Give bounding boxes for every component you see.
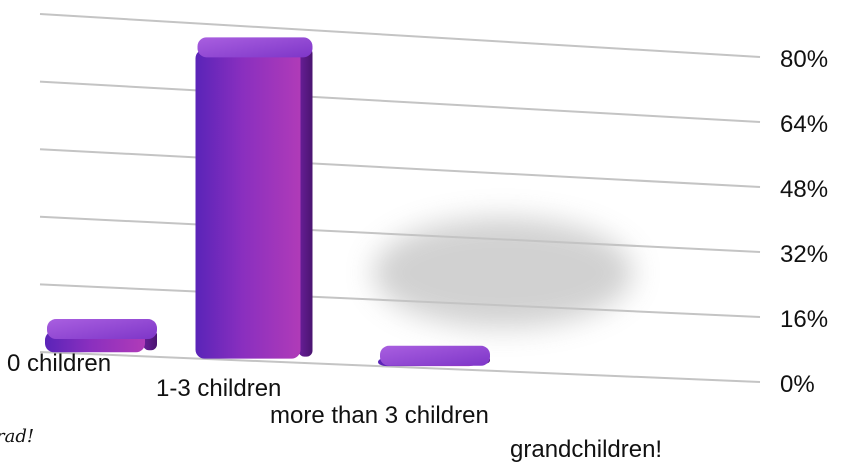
category-label: more than 3 children: [270, 402, 489, 429]
bar-top: [380, 345, 490, 366]
bar-top: [197, 37, 313, 58]
y-tick-labels: 0% 16% 32% 48% 64% 80%: [780, 46, 828, 398]
bar-top: [47, 319, 157, 340]
bars: [45, 37, 490, 367]
gridline: [39, 351, 761, 383]
y-tick-label: 0%: [780, 371, 815, 398]
bar-shadow: [373, 217, 633, 328]
gridline: [39, 80, 761, 123]
y-tick-label: 32%: [780, 241, 828, 268]
category-label: grandchildren!: [510, 436, 662, 463]
gridline: [39, 148, 761, 188]
bar-side: [298, 47, 313, 357]
y-tick-label: 16%: [780, 306, 828, 333]
bar-shadows: [373, 217, 633, 328]
y-tick-label: 64%: [780, 111, 828, 138]
gridline: [39, 13, 761, 58]
gridline: [39, 215, 761, 253]
y-tick-label: 80%: [780, 46, 828, 73]
y-tick-label: 48%: [780, 176, 828, 203]
gridline: [39, 283, 761, 318]
gridlines: [39, 13, 761, 383]
bar: [195, 49, 301, 359]
annotation-text: rad!: [0, 426, 34, 447]
category-label: 0 children: [7, 350, 111, 377]
category-label: 1-3 children: [156, 375, 281, 402]
